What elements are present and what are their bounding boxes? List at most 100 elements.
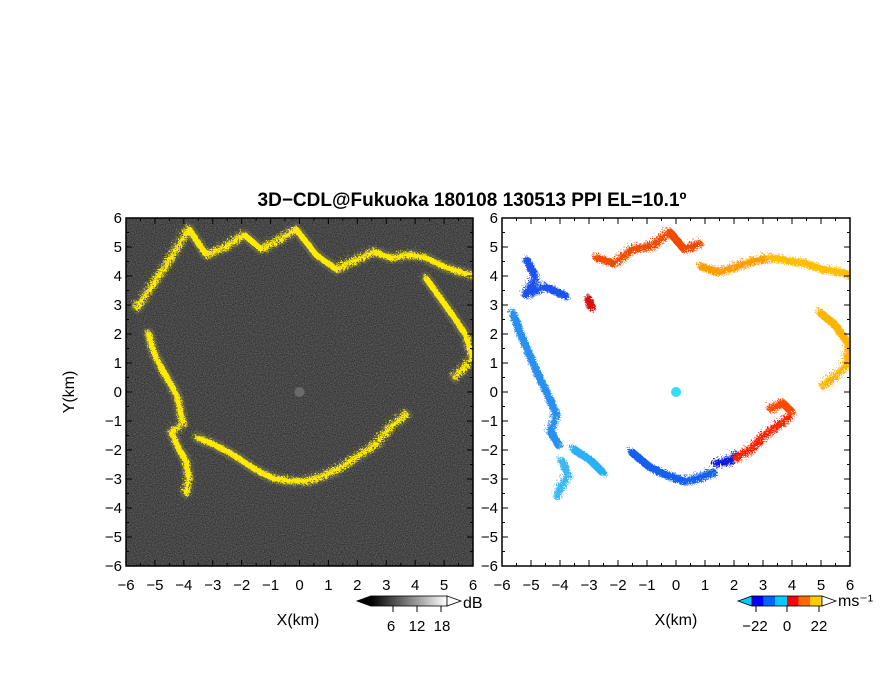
x-tick-label: 0	[672, 577, 680, 594]
velocity-echo-segment	[518, 254, 567, 298]
y-tick-label: −3	[105, 471, 122, 488]
y-tick-label: 2	[114, 326, 122, 343]
colorbar-tick-label: −22	[742, 618, 767, 635]
reflectivity-colorbar: 6 12 18 dB	[355, 595, 483, 635]
colorbar-unit: dB	[463, 595, 483, 612]
reflectivity-echo-layer	[128, 220, 473, 497]
velocity-echo-segment	[764, 251, 850, 278]
x-tick-label: 0	[295, 577, 303, 594]
x-tick-label: −1	[262, 577, 279, 594]
velocity-xlabel: X(km)	[655, 612, 698, 629]
y-tick-label: −6	[105, 558, 122, 575]
colorbar-low-arrow	[736, 595, 753, 607]
y-tick-label: 1	[114, 355, 122, 372]
colorbar-step	[787, 596, 799, 606]
y-tick-label: 0	[114, 384, 122, 401]
x-tick-label: −6	[117, 577, 134, 594]
colorbar-high-arrow	[821, 595, 838, 607]
x-tick-label: 3	[382, 577, 390, 594]
x-tick-label: 4	[411, 577, 419, 594]
x-tick-label: −1	[638, 577, 655, 594]
x-tick-label: 1	[701, 577, 709, 594]
x-tick-label: −5	[522, 577, 539, 594]
x-tick-label: 4	[788, 577, 796, 594]
x-tick-label: −4	[175, 577, 192, 594]
y-tick-label: 4	[490, 268, 498, 285]
y-tick-label: 5	[490, 239, 498, 256]
y-tick-label: −2	[481, 442, 498, 459]
figure-title: 3D−CDL@Fukuoka 180108 130513 PPI EL=10.1…	[258, 190, 687, 211]
x-tick-label: −3	[204, 577, 221, 594]
colorbar-step	[775, 596, 787, 606]
velocity-echo-segment	[506, 306, 562, 449]
x-tick-label: 6	[846, 577, 854, 594]
y-tick-label: −1	[105, 413, 122, 430]
x-tick-label: −2	[233, 577, 250, 594]
colorbar-step	[752, 596, 764, 606]
reflectivity-axis-ticks: −6 −5 −4 −3 −2 −1 0 1 2 3 4 5 6 −6 −5 −4 −3 −2 −1 0 1 2 3 4 5 6	[105, 210, 477, 594]
velocity-panel: −6 −5 −4 −3 −2 −1 0 1 2 3 4 5 6 −6 −5 −4 −3 −2 −1 0 1 2 3 4 5 6 X…	[481, 210, 854, 629]
colorbar-tick-label: 22	[811, 618, 828, 635]
y-tick-label: −3	[481, 471, 498, 488]
velocity-colorbar: −22 0 22 ms⁻¹	[736, 593, 873, 635]
velocity-echo-layer	[506, 225, 850, 501]
y-tick-label: 1	[490, 355, 498, 372]
colorbar-step	[810, 596, 822, 606]
y-tick-label: −6	[481, 558, 498, 575]
x-tick-label: 5	[817, 577, 825, 594]
colorbar-step	[763, 596, 776, 606]
x-tick-label: −4	[551, 577, 568, 594]
colorbar-unit: ms⁻¹	[838, 593, 873, 610]
reflectivity-echo-band	[192, 409, 407, 482]
reflectivity-echo-band	[143, 328, 190, 494]
radar-center-spot	[671, 387, 681, 397]
y-tick-label: −5	[481, 529, 498, 546]
x-tick-label: −6	[493, 577, 510, 594]
velocity-axis-ticks: −6 −5 −4 −3 −2 −1 0 1 2 3 4 5 6 −6 −5 −4 −3 −2 −1 0 1 2 3 4 5 6	[481, 210, 854, 594]
reflectivity-echo-band	[131, 223, 473, 308]
radar-center-spot	[294, 387, 305, 397]
reflectivity-xlabel: X(km)	[277, 612, 320, 629]
y-tick-label: 3	[114, 297, 122, 314]
colorbar-step	[798, 596, 811, 606]
velocity-echo-segment	[695, 251, 773, 275]
x-tick-label: 5	[440, 577, 448, 594]
y-tick-label: 3	[490, 297, 498, 314]
x-tick-label: −2	[609, 577, 626, 594]
y-tick-label: 0	[490, 384, 498, 401]
x-tick-label: −5	[146, 577, 163, 594]
colorbar-gradient	[370, 595, 448, 607]
x-tick-label: 2	[730, 577, 738, 594]
x-tick-label: 6	[469, 577, 477, 594]
velocity-echo-segment	[814, 306, 850, 388]
colorbar-tick-label: 18	[434, 618, 451, 635]
y-tick-label: 4	[114, 268, 122, 285]
reflectivity-panel: −6 −5 −4 −3 −2 −1 0 1 2 3 4 5 6 −6 −5 −4 −3 −2 −1 0 1 2 3 4 5 6 X…	[61, 210, 477, 629]
y-tick-label: 5	[114, 239, 122, 256]
y-tick-label: −4	[481, 500, 498, 517]
y-tick-label: 6	[490, 210, 498, 227]
x-tick-label: −3	[580, 577, 597, 594]
velocity-echo-segment	[625, 446, 715, 483]
y-tick-label: −4	[105, 500, 122, 517]
velocity-echo-segment	[590, 225, 704, 266]
velocity-echo-segment	[764, 396, 794, 414]
y-tick-label: −5	[105, 529, 122, 546]
velocity-echo-segment	[730, 411, 791, 460]
colorbar-tick-label: 0	[783, 618, 791, 635]
y-tick-label: −2	[105, 442, 122, 459]
reflectivity-ylabel: Y(km)	[61, 371, 78, 414]
colorbar-low-arrow	[355, 595, 372, 607]
x-tick-label: 2	[353, 577, 361, 594]
x-tick-label: 3	[759, 577, 767, 594]
colorbar-steps	[751, 595, 823, 607]
y-tick-label: 2	[490, 326, 498, 343]
y-tick-label: −1	[481, 413, 498, 430]
colorbar-tick-label: 6	[387, 618, 395, 635]
velocity-echo-segment	[567, 443, 605, 475]
colorbar-tick-label: 12	[409, 618, 426, 635]
reflectivity-echo-band	[420, 273, 473, 378]
velocity-echo-segment	[582, 292, 593, 309]
y-tick-label: 6	[114, 210, 122, 227]
